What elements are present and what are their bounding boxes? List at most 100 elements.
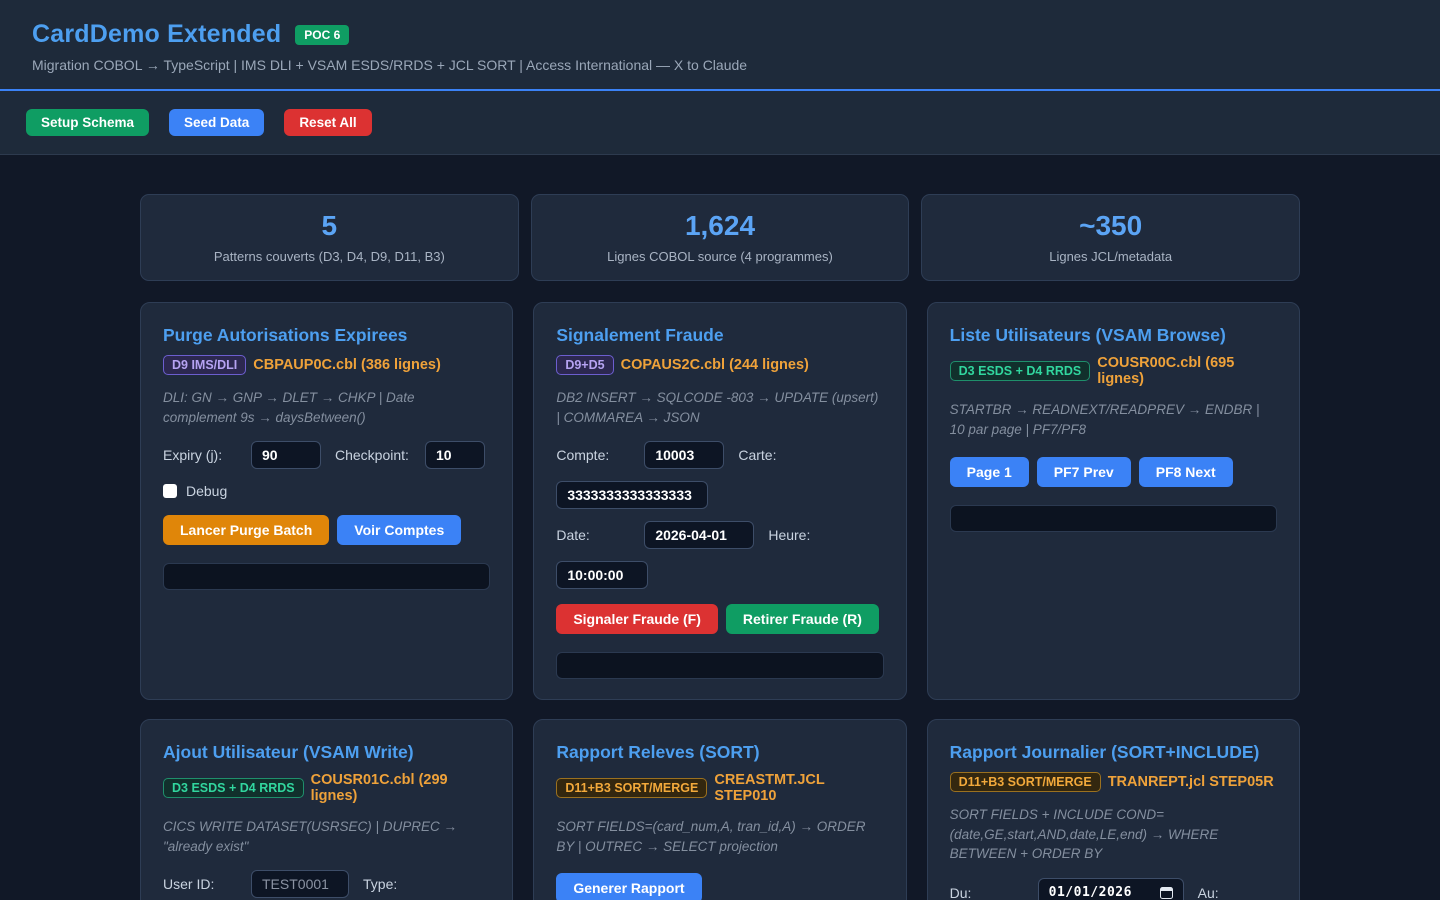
panel-title: Liste Utilisateurs (VSAM Browse) <box>949 325 1226 345</box>
du-label: Du: <box>949 884 972 900</box>
pf7-prev-button[interactable]: PF7 Prev <box>1036 457 1131 488</box>
setup-schema-button[interactable]: Setup Schema <box>26 109 150 136</box>
carte-input[interactable] <box>556 481 709 510</box>
debug-row: Debug <box>163 483 490 499</box>
title-row: CardDemo Extended POC 6 <box>32 20 1408 49</box>
du-date-value: 01/01/2026 <box>1048 885 1132 900</box>
panel-description: SORT FIELDS=(card_num,A, tran_id,A) → OR… <box>556 819 866 854</box>
app-header: CardDemo Extended POC 6 Migration COBOL … <box>0 0 1440 91</box>
panel-liste-utilisateurs: Liste Utilisateurs (VSAM Browse) D3 ESDS… <box>926 302 1300 701</box>
file-reference: CBPAUP0C.cbl (386 lignes) <box>253 357 441 373</box>
button-row: Generer Rapport <box>556 873 883 900</box>
file-reference: CREASTMT.JCL STEP010 <box>714 772 825 805</box>
expiry-checkpoint-row: Expiry (j): Checkpoint: <box>163 441 490 470</box>
report-fraud-button[interactable]: Signaler Fraude (F) <box>556 604 718 635</box>
panel-description: DLI: GN → GNP → DLET → CHKP | Date compl… <box>163 390 415 425</box>
seed-data-button[interactable]: Seed Data <box>169 109 265 136</box>
page-button[interactable]: Page 1 <box>949 457 1029 488</box>
panel-purge-autorisations: Purge Autorisations Expirees D9 IMS/DLI … <box>140 302 514 701</box>
stat-value: 5 <box>321 210 338 241</box>
stat-value: ~350 <box>1079 210 1143 241</box>
file-reference: COUSR00C.cbl (695 lignes) <box>1097 355 1235 387</box>
panel-title: Rapport Releves (SORT) <box>556 742 760 763</box>
panel-rapport-journalier: Rapport Journalier (SORT+INCLUDE) D11+B3… <box>926 719 1300 900</box>
panel-ajout-utilisateur: Ajout Utilisateur (VSAM Write) D3 ESDS +… <box>140 719 514 900</box>
generate-report-button[interactable]: Generer Rapport <box>556 873 702 900</box>
view-accounts-button[interactable]: Voir Comptes <box>337 515 462 546</box>
compte-row: Compte: Carte: <box>556 441 883 470</box>
date-input[interactable] <box>644 521 755 550</box>
panel-title: Ajout Utilisateur (VSAM Write) <box>163 742 414 763</box>
panel-description: CICS WRITE DATASET(USRSEC) | DUPREC → "a… <box>163 819 458 854</box>
pattern-badge: D9+D5 <box>556 355 614 375</box>
pattern-badge: D3 ESDS + D4 RRDS <box>163 778 304 799</box>
poc-badge: POC 6 <box>295 24 350 45</box>
file-reference: COPAUS2C.cbl (244 lignes) <box>620 357 809 373</box>
calendar-icon <box>1159 886 1173 899</box>
button-row: Page 1 PF7 Prev PF8 Next <box>949 457 1277 488</box>
date-label: Date: <box>556 527 590 544</box>
output-box <box>949 505 1277 533</box>
panel-signalement-fraude: Signalement Fraude D9+D5 COPAUS2C.cbl (2… <box>533 302 907 701</box>
panel-title: Purge Autorisations Expirees <box>163 325 408 345</box>
stat-label: Lignes JCL/metadata <box>1049 249 1173 264</box>
userid-row: User ID: Type: <box>163 870 490 899</box>
badge-row: D3 ESDS + D4 RRDS COUSR00C.cbl (695 lign… <box>949 355 1277 387</box>
pattern-badge: D3 ESDS + D4 RRDS <box>949 361 1091 381</box>
pattern-badge: D11+B3 SORT/MERGE <box>556 778 708 799</box>
userid-label: User ID: <box>163 876 215 893</box>
carte-row <box>556 481 883 510</box>
compte-label: Compte: <box>556 447 610 464</box>
au-label: Au: <box>1197 884 1219 900</box>
badge-row: D3 ESDS + D4 RRDS COUSR01C.cbl (299 lign… <box>163 772 490 804</box>
debug-label: Debug <box>186 483 228 500</box>
toolbar: Setup Schema Seed Data Reset All <box>0 91 1440 155</box>
carte-label: Carte: <box>738 447 777 464</box>
checkpoint-input[interactable] <box>424 441 485 470</box>
expiry-input[interactable] <box>251 441 321 470</box>
badge-row: D11+B3 SORT/MERGE CREASTMT.JCL STEP010 <box>556 772 883 804</box>
type-label: Type: <box>363 876 398 893</box>
heure-row <box>556 561 883 590</box>
pattern-badge: D11+B3 SORT/MERGE <box>949 772 1101 793</box>
app-subtitle: Migration COBOL → TypeScript | IMS DLI +… <box>32 57 748 73</box>
retract-fraud-button[interactable]: Retirer Fraude (R) <box>725 604 879 635</box>
panel-description: SORT FIELDS + INCLUDE COND=(date,GE,star… <box>949 807 1219 862</box>
badge-row: D9 IMS/DLI CBPAUP0C.cbl (386 lignes) <box>163 355 490 375</box>
app-title: CardDemo Extended <box>32 20 282 48</box>
output-box <box>556 652 884 680</box>
stat-label: Patterns couverts (D3, D4, D9, D11, B3) <box>213 249 445 264</box>
panels-grid: Purge Autorisations Expirees D9 IMS/DLI … <box>140 302 1300 900</box>
pattern-badge: D9 IMS/DLI <box>163 355 247 375</box>
pf8-next-button[interactable]: PF8 Next <box>1138 457 1233 488</box>
stat-card-cobol-lines: 1,624 Lignes COBOL source (4 programmes) <box>530 194 910 281</box>
button-row: Lancer Purge Batch Voir Comptes <box>163 515 490 546</box>
date-row: Date: Heure: <box>556 521 883 550</box>
badge-row: D9+D5 COPAUS2C.cbl (244 lignes) <box>556 355 883 375</box>
checkpoint-label: Checkpoint: <box>335 447 409 464</box>
du-row: Du: 01/01/2026 Au: <box>949 877 1277 900</box>
stat-label: Lignes COBOL source (4 programmes) <box>607 249 833 264</box>
badge-row: D11+B3 SORT/MERGE TRANREPT.jcl STEP05R <box>949 772 1277 793</box>
panel-description: DB2 INSERT → SQLCODE -803 → UPDATE (upse… <box>556 390 879 425</box>
userid-input[interactable] <box>251 870 349 899</box>
heure-label: Heure: <box>768 527 811 544</box>
file-reference: TRANREPT.jcl STEP05R <box>1107 774 1274 791</box>
output-box <box>163 563 491 591</box>
panel-rapport-releves: Rapport Releves (SORT) D11+B3 SORT/MERGE… <box>533 719 907 900</box>
expiry-label: Expiry (j): <box>163 447 223 464</box>
panel-title: Rapport Journalier (SORT+INCLUDE) <box>949 742 1260 763</box>
stats-row: 5 Patterns couverts (D3, D4, D9, D11, B3… <box>140 194 1300 281</box>
launch-purge-button[interactable]: Lancer Purge Batch <box>163 515 330 546</box>
compte-input[interactable] <box>644 441 725 470</box>
heure-input[interactable] <box>556 561 649 590</box>
main-content: 5 Patterns couverts (D3, D4, D9, D11, B3… <box>140 194 1300 900</box>
button-row: Signaler Fraude (F) Retirer Fraude (R) <box>556 604 883 635</box>
panel-title: Signalement Fraude <box>556 325 724 345</box>
stat-value: 1,624 <box>684 210 756 241</box>
panel-description: STARTBR → READNEXT/READPREV → ENDBR | 10… <box>949 402 1260 437</box>
debug-checkbox[interactable] <box>163 484 177 499</box>
du-date-input[interactable]: 01/01/2026 <box>1037 877 1184 900</box>
stat-card-jcl-lines: ~350 Lignes JCL/metadata <box>921 194 1300 281</box>
reset-all-button[interactable]: Reset All <box>284 109 372 136</box>
